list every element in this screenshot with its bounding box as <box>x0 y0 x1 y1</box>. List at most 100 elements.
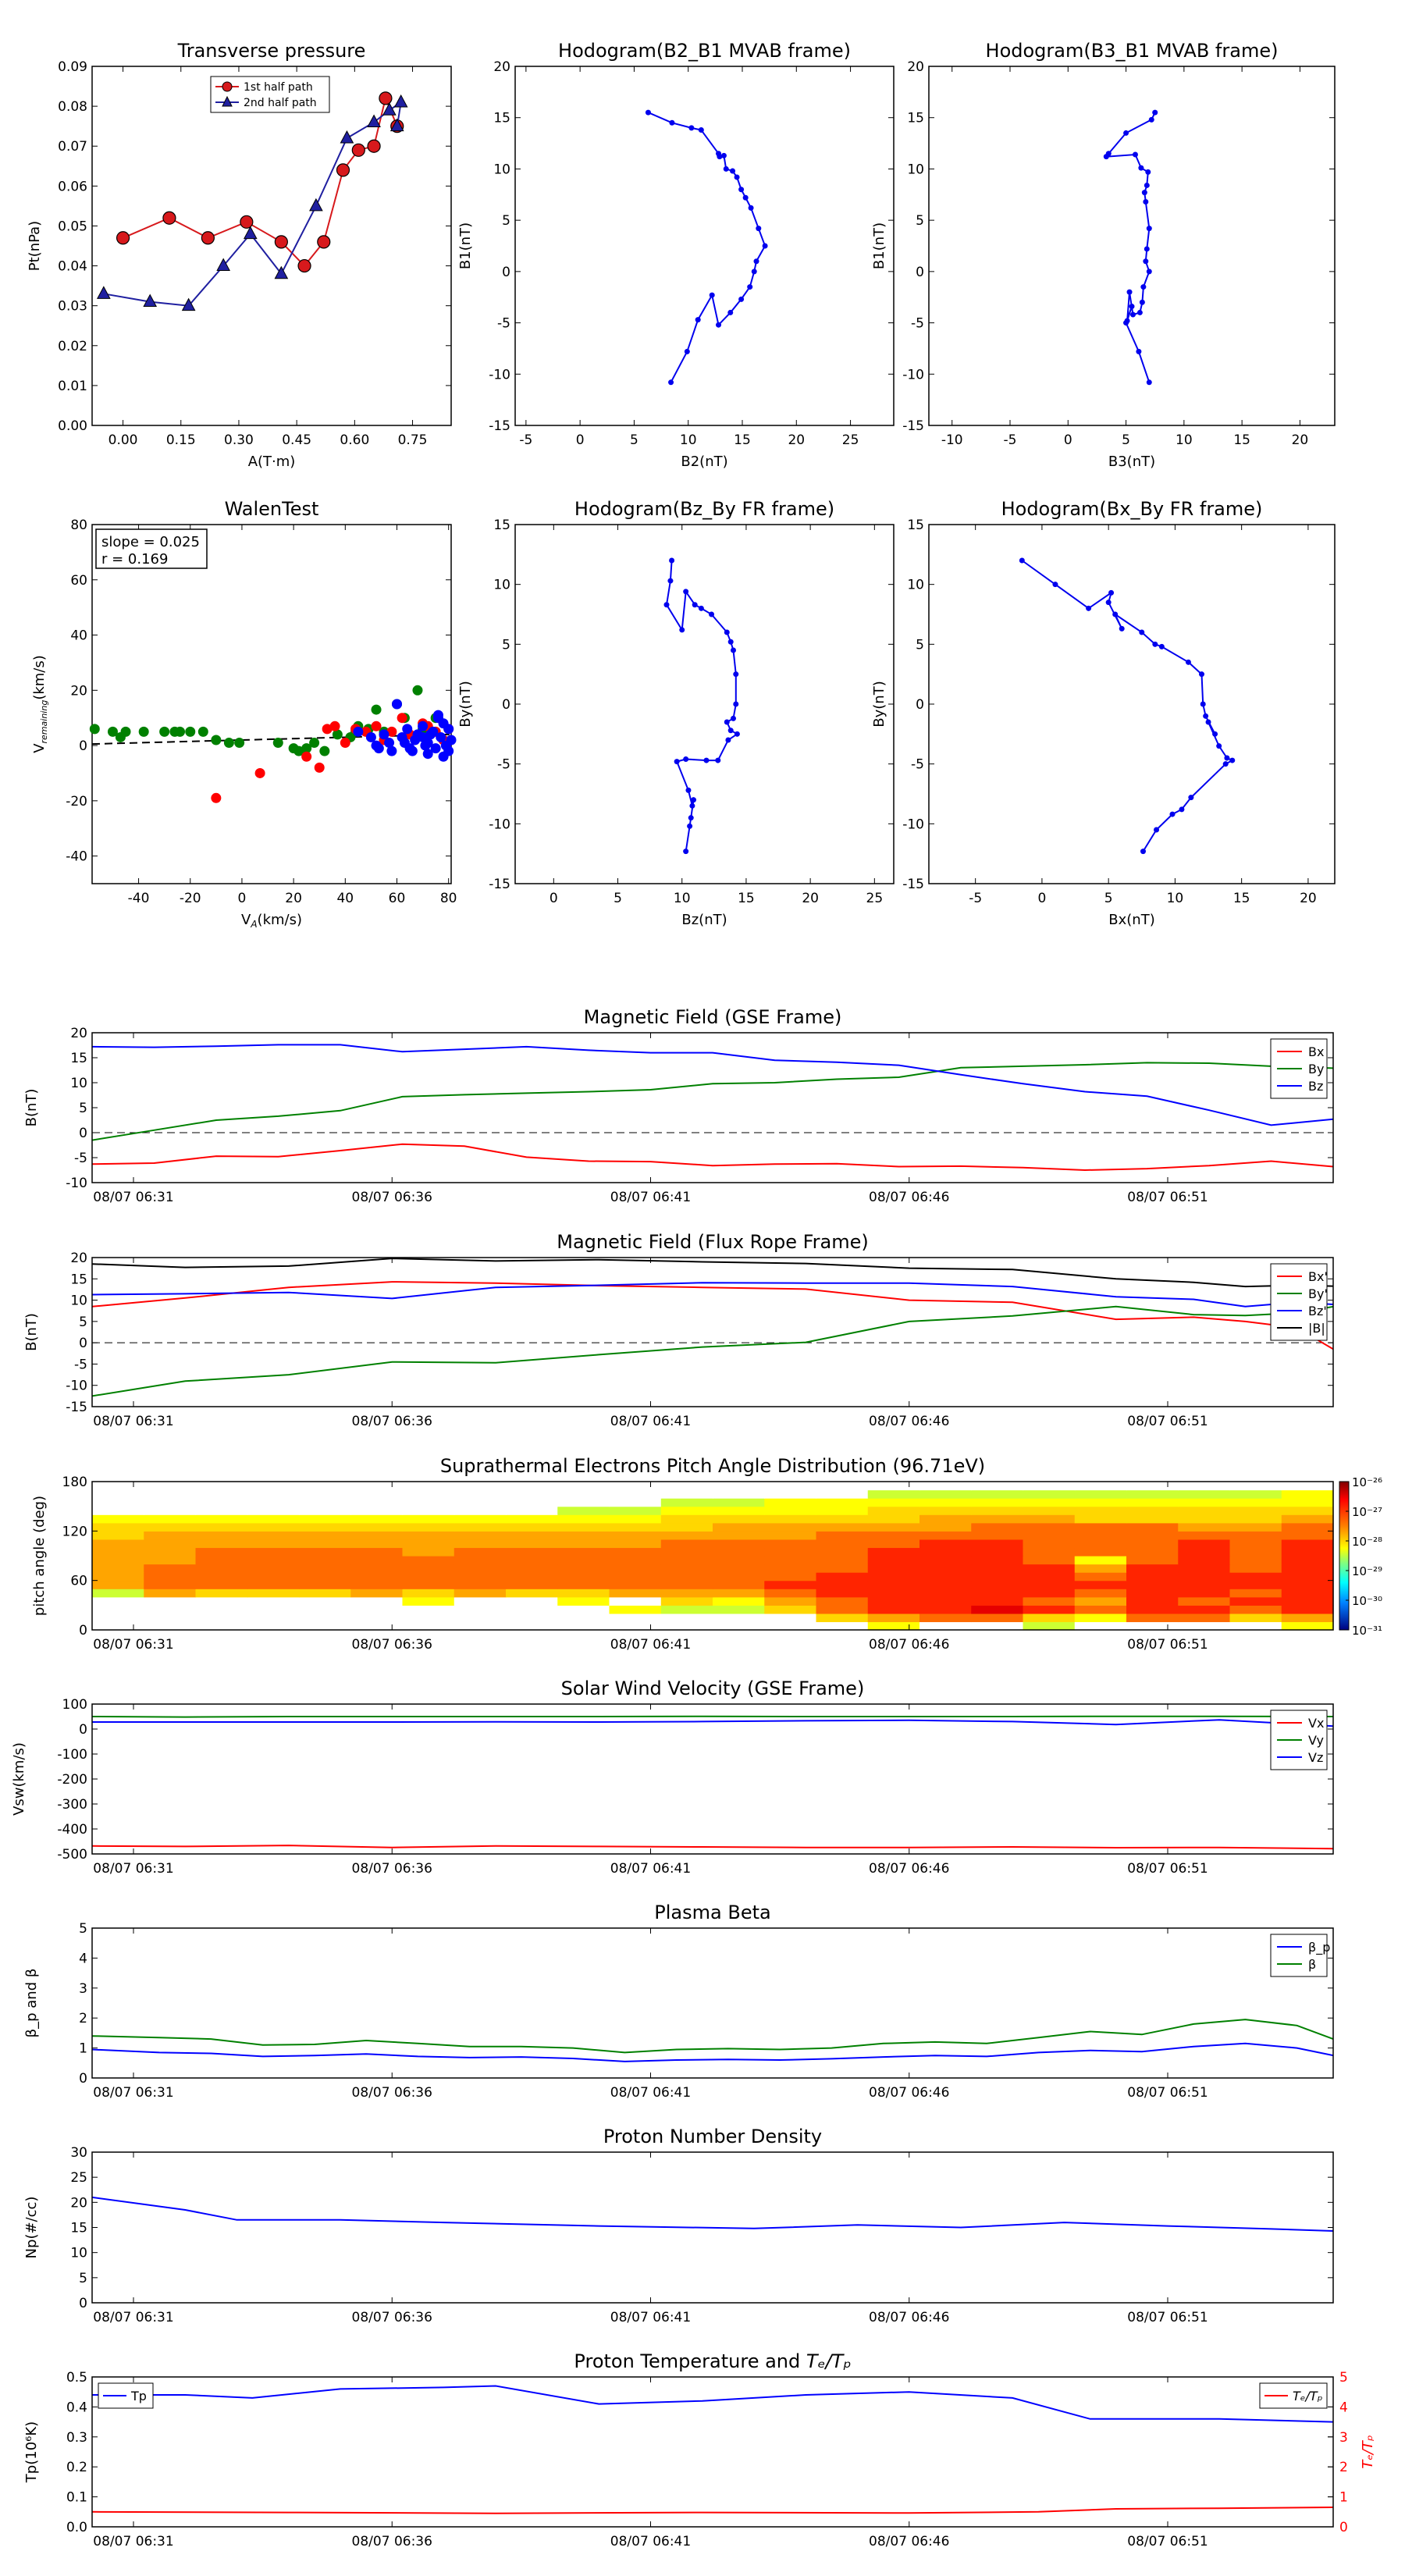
legend-label: β <box>1308 1957 1316 1972</box>
hodogram-path <box>665 560 739 852</box>
heatmap-cell <box>1229 1596 1282 1606</box>
heatmap-cell <box>247 1564 300 1573</box>
time-tick-label: 08/07 06:46 <box>869 2085 949 2101</box>
heatmap-cell <box>557 1489 610 1499</box>
legend-label: Vy <box>1308 1733 1324 1748</box>
heatmap-cell <box>971 1564 1024 1573</box>
y-tick-label: 20 <box>70 1026 87 1041</box>
y-tick-label: 15 <box>907 111 924 126</box>
heatmap-cell <box>971 1539 1024 1549</box>
time-tick-label: 08/07 06:46 <box>869 1861 949 1877</box>
heatmap-cell <box>454 1514 507 1524</box>
heatmap-cell <box>971 1572 1024 1582</box>
heatmap-cell <box>1074 1482 1127 1491</box>
scatter-point <box>159 726 170 737</box>
y-axis-label: B1(nT) <box>457 222 474 269</box>
heatmap-cell <box>247 1539 300 1549</box>
heatmap-cell <box>867 1589 920 1598</box>
heatmap-cell <box>971 1482 1024 1491</box>
y-tick-label: 15 <box>907 518 924 533</box>
y-tick-label: 15 <box>70 1051 87 1066</box>
heatmap-cell <box>1229 1489 1282 1499</box>
heatmap-cell <box>1178 1498 1231 1507</box>
heatmap-cell <box>557 1514 610 1524</box>
y-tick-label: 0 <box>502 265 510 280</box>
y-tick-label: 0.03 <box>58 299 87 315</box>
heatmap-cell <box>919 1596 972 1606</box>
heatmap-cell <box>92 1539 144 1549</box>
plot-frame <box>91 1257 1334 1407</box>
heatmap-cell <box>506 1589 558 1598</box>
heatmap-cell <box>816 1621 869 1631</box>
y-axis-label: B1(nT) <box>871 222 887 269</box>
heatmap-cell <box>816 1596 869 1606</box>
chart-hodogram-bz-by: Hodogram(Bz_By FR frame) Bz(nT) By(nT) 0 5 10… <box>457 498 895 928</box>
y-axis-label: B(nT) <box>23 1089 40 1127</box>
chart-hodogram-b3-b1: Hodogram(B3_B1 MVAB frame) B3(nT) B1(nT) -1… <box>871 40 1336 470</box>
heatmap-cell <box>402 1498 455 1507</box>
data-point <box>240 215 254 229</box>
x-tick-label: 0 <box>1064 432 1072 448</box>
y-tick-label: -400 <box>57 1822 87 1838</box>
data-point <box>1123 130 1129 136</box>
data-point <box>698 605 704 611</box>
data-point <box>687 823 693 829</box>
chart-title: Hodogram(B3_B1 MVAB frame) <box>986 40 1279 62</box>
chart-title-text: Proton Temperature and <box>574 2350 806 2372</box>
chart-magnetic-field-gse: Magnetic Field (GSE Frame) B(nT) 08/07 06:… <box>23 1006 1334 1205</box>
heatmap-cell <box>299 1572 351 1582</box>
heatmap-cell <box>247 1605 300 1614</box>
y-axis-label: β_p and β <box>23 1969 40 2038</box>
plot-frame <box>91 524 452 884</box>
heatmap-cell <box>506 1531 558 1540</box>
heatmap-cell <box>557 1506 610 1515</box>
heatmap-cell <box>144 1564 197 1573</box>
heatmap-cell <box>660 1605 713 1614</box>
heatmap-cell <box>247 1514 300 1524</box>
heatmap-cell <box>816 1572 869 1582</box>
x-axis-label: A(T·m) <box>248 454 296 470</box>
heatmap-cell <box>92 1589 144 1598</box>
y-tick-label: -15 <box>489 877 510 892</box>
time-tick-label: 08/07 06:41 <box>610 2310 691 2325</box>
x-tick-label: 25 <box>842 432 859 448</box>
heatmap-cell <box>867 1514 920 1524</box>
data-point <box>1212 731 1218 737</box>
scatter-point <box>107 726 118 737</box>
heatmap-cell <box>1126 1564 1179 1573</box>
data-point <box>715 757 721 763</box>
y-tick-label: 0.07 <box>58 139 87 155</box>
colorbar-label: 10⁻²⁷ <box>1352 1505 1382 1519</box>
heatmap-cell <box>92 1522 144 1532</box>
heatmap-cell <box>299 1564 351 1573</box>
heatmap-cell <box>1178 1564 1231 1573</box>
heatmap-cell <box>1023 1564 1076 1573</box>
data-point <box>756 226 762 232</box>
heatmap-cell <box>557 1572 610 1582</box>
heatmap-cell <box>350 1514 404 1524</box>
heatmap-cell <box>1281 1589 1334 1598</box>
y-axis-label: Pt(nPa) <box>27 221 43 271</box>
heatmap-cell <box>1178 1514 1231 1524</box>
heatmap-cell <box>195 1498 248 1507</box>
heatmap-cell <box>919 1613 972 1623</box>
scatter-point <box>443 724 454 735</box>
heatmap-cell <box>506 1489 558 1499</box>
heatmap-cell <box>350 1572 404 1582</box>
heatmap-cell <box>402 1621 455 1631</box>
scatter-point <box>211 792 222 803</box>
heatmap-cell <box>713 1572 765 1582</box>
data-point <box>1139 629 1145 635</box>
x-tick-label: -5 <box>969 891 982 906</box>
scatter-point <box>185 726 196 737</box>
heatmap-cell <box>247 1589 300 1598</box>
data-point <box>1229 757 1236 763</box>
y-axis-label-rest: (km/s) <box>31 655 48 699</box>
x-tick-label: 15 <box>1233 432 1250 448</box>
heatmap-cell <box>713 1522 765 1532</box>
heatmap-cell <box>195 1506 248 1515</box>
heatmap-cell <box>919 1539 972 1549</box>
heatmap-cell <box>557 1621 610 1631</box>
data-point <box>669 119 675 126</box>
heatmap-cell <box>660 1539 713 1549</box>
